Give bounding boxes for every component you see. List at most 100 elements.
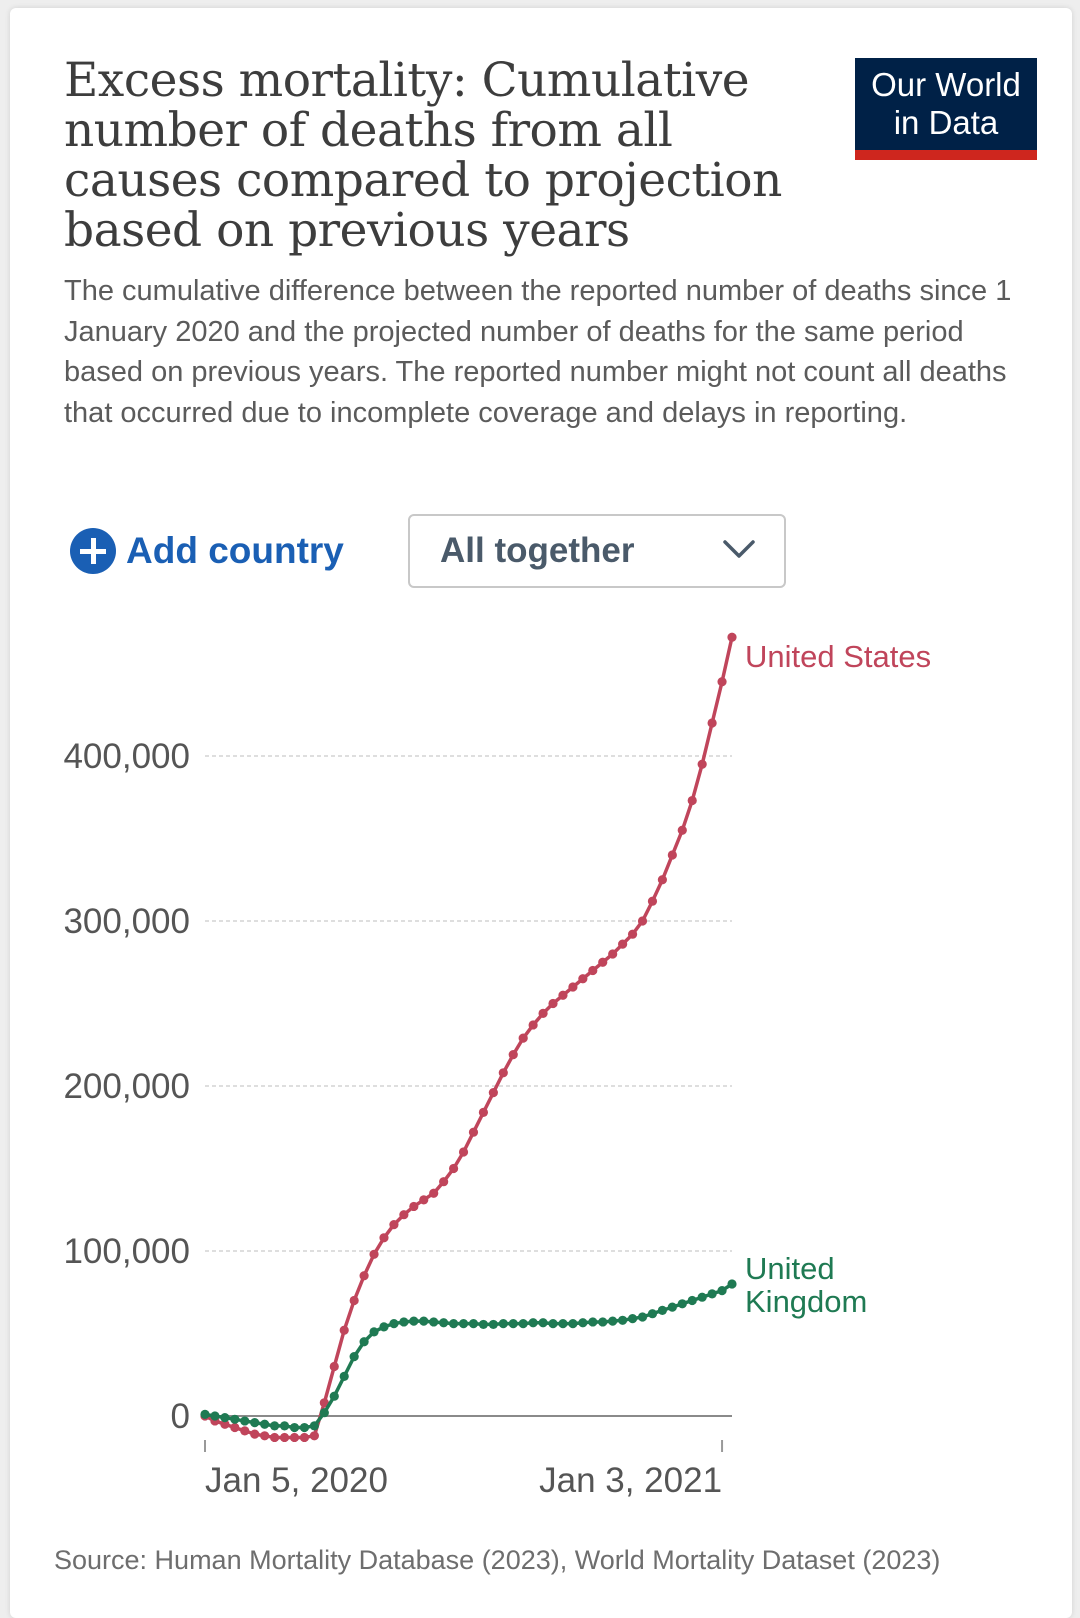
united-kingdom-point	[578, 1318, 588, 1328]
united-states-point	[439, 1177, 449, 1187]
united-kingdom-point	[687, 1295, 697, 1306]
y-tick-label: 100,000	[63, 1232, 190, 1271]
united-states-point	[468, 1127, 479, 1137]
united-kingdom-point	[618, 1315, 628, 1325]
united-kingdom-point	[329, 1391, 339, 1401]
united-states-point	[349, 1295, 359, 1306]
united-states-point	[260, 1431, 270, 1441]
united-states-point	[667, 850, 677, 860]
united-states-point	[618, 939, 628, 949]
united-kingdom-point	[419, 1316, 429, 1326]
y-tick-label: 300,000	[63, 902, 190, 941]
united-kingdom-point	[279, 1421, 290, 1431]
excess-mortality-chart: 0 100,000 200,000 300,000 400,000 Jan 5, 2020…	[63, 632, 931, 1500]
add-country-button[interactable]: Add country	[70, 526, 344, 576]
united-states-point	[608, 949, 618, 959]
united-kingdom-point	[677, 1299, 687, 1309]
logo-line-1: Our World	[871, 66, 1021, 103]
y-tick-label: 0	[171, 1397, 190, 1436]
united-kingdom-point	[518, 1319, 528, 1329]
united-kingdom-point	[210, 1411, 220, 1421]
united-kingdom-point	[299, 1422, 310, 1433]
united-states-point	[598, 957, 608, 967]
united-kingdom-point	[528, 1318, 538, 1328]
owid-logo[interactable]: Our World in Data	[855, 58, 1037, 160]
united-states-point	[588, 965, 598, 976]
united-states-point	[637, 916, 648, 926]
united-kingdom-point	[439, 1318, 449, 1328]
united-states-point	[478, 1107, 489, 1117]
united-states-point	[389, 1220, 399, 1230]
united-states-point	[369, 1249, 379, 1259]
united-kingdom-point	[448, 1319, 459, 1329]
united-states-point	[707, 718, 717, 728]
united-kingdom-point	[697, 1292, 707, 1302]
source-note: Source: Human Mortality Database (2023),…	[54, 1545, 941, 1575]
united-kingdom-point	[568, 1319, 578, 1329]
united-states-point	[329, 1361, 339, 1372]
united-kingdom-point	[588, 1317, 598, 1327]
united-states-point	[498, 1068, 508, 1078]
series-label-united-states: United States	[745, 639, 931, 674]
united-states-point	[568, 982, 578, 992]
view-mode-select[interactable]: All together	[408, 514, 786, 588]
united-kingdom-point	[458, 1319, 469, 1329]
united-kingdom-point	[627, 1314, 638, 1324]
united-states-point	[558, 990, 568, 1000]
united-kingdom-point	[389, 1319, 399, 1329]
logo-accent-bar	[855, 150, 1037, 160]
united-kingdom-point	[647, 1309, 658, 1319]
united-kingdom-point	[230, 1414, 240, 1424]
y-tick-label: 200,000	[63, 1067, 190, 1106]
chart-card: Excess mortality: Cumulative number of d…	[10, 8, 1072, 1618]
united-states-point	[508, 1050, 518, 1060]
plus-circle-icon	[70, 528, 116, 574]
chart-subtitle: The cumulative difference between the re…	[64, 275, 1012, 429]
united-states-point	[578, 974, 588, 984]
united-kingdom-line	[204, 1282, 733, 1430]
united-kingdom-point	[538, 1318, 548, 1328]
united-kingdom-point	[250, 1418, 260, 1428]
united-states-point	[627, 929, 638, 939]
united-kingdom-point	[488, 1319, 498, 1330]
united-kingdom-point	[558, 1319, 568, 1329]
x-tick-label: Jan 3, 2021	[539, 1461, 722, 1500]
united-states-point	[657, 875, 667, 885]
united-kingdom-point	[289, 1422, 300, 1433]
united-kingdom-point	[637, 1312, 648, 1322]
united-kingdom-point	[498, 1319, 508, 1329]
united-kingdom-point	[598, 1317, 608, 1327]
united-kingdom-point	[240, 1416, 250, 1426]
united-kingdom-point	[260, 1419, 270, 1429]
united-kingdom-point	[359, 1337, 369, 1347]
united-states-point	[518, 1033, 528, 1043]
united-states-point	[270, 1432, 280, 1443]
united-states-point	[409, 1201, 419, 1212]
united-states-point	[548, 998, 558, 1009]
united-kingdom-point	[608, 1316, 618, 1326]
united-states-point	[727, 632, 737, 642]
add-country-label: Add country	[126, 530, 344, 571]
united-states-point	[528, 1020, 538, 1030]
united-kingdom-point	[220, 1413, 230, 1423]
united-states-point	[647, 896, 658, 906]
united-kingdom-point	[379, 1322, 389, 1332]
united-kingdom-point	[200, 1409, 210, 1419]
united-states-point	[379, 1233, 389, 1243]
united-states-point	[359, 1271, 369, 1281]
united-states-point	[299, 1432, 310, 1443]
united-kingdom-point	[409, 1316, 419, 1326]
united-kingdom-point	[468, 1319, 479, 1329]
united-states-point	[240, 1426, 250, 1436]
united-kingdom-point	[707, 1289, 717, 1299]
united-states-point	[309, 1431, 319, 1441]
united-states-point	[220, 1419, 230, 1429]
united-states-point	[230, 1422, 240, 1433]
united-kingdom-point	[339, 1371, 349, 1381]
series-label-united-kingdom: United Kingdom	[745, 1251, 867, 1319]
logo-line-2: in Data	[893, 104, 999, 141]
chevron-down-icon	[723, 540, 755, 558]
united-kingdom-point	[667, 1302, 677, 1312]
united-states-point	[289, 1432, 300, 1443]
united-kingdom-point	[309, 1421, 319, 1431]
